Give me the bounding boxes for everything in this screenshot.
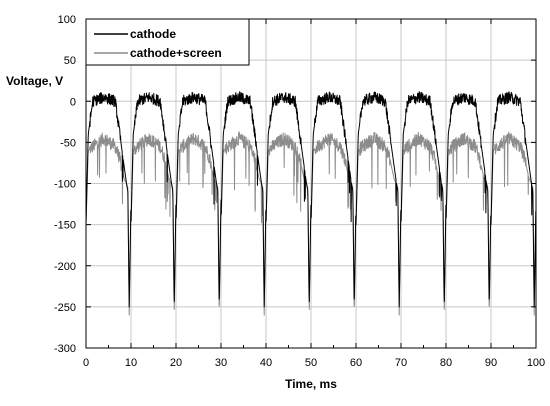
- y-tick-label: -100: [54, 179, 76, 191]
- grid: [86, 19, 536, 348]
- x-tick-label: 70: [395, 357, 407, 369]
- y-tick-label: -250: [54, 302, 76, 314]
- legend-box: [85, 18, 250, 66]
- y-tick-label: -200: [54, 261, 76, 273]
- legend-label-cathode: cathode: [130, 27, 176, 41]
- y-tick-label: 0: [70, 96, 76, 108]
- x-tick-label: 10: [125, 357, 137, 369]
- y-tick-label: -50: [60, 137, 76, 149]
- x-tick-label: 90: [485, 357, 497, 369]
- x-tick-label: 100: [527, 357, 545, 369]
- y-axis-title: Voltage, V: [6, 74, 63, 88]
- x-tick-label: 20: [170, 357, 182, 369]
- series-layer: [85, 91, 537, 316]
- y-tick-label: 50: [64, 55, 76, 67]
- x-tick-label: 40: [260, 357, 272, 369]
- y-tick-label: -150: [54, 220, 76, 232]
- x-tick-label: 30: [215, 357, 227, 369]
- x-tick-label: 0: [83, 357, 89, 369]
- y-tick-label: 100: [58, 14, 76, 26]
- legend: cathode cathode+screen: [85, 18, 250, 66]
- y-tick-label: -300: [54, 343, 76, 355]
- x-tick-label: 50: [305, 357, 317, 369]
- series-line-cathode: [85, 91, 537, 308]
- x-tick-label: 80: [440, 357, 452, 369]
- x-tick-label: 60: [350, 357, 362, 369]
- x-axis-title: Time, ms: [285, 377, 337, 391]
- legend-label-cathode-screen: cathode+screen: [130, 46, 222, 60]
